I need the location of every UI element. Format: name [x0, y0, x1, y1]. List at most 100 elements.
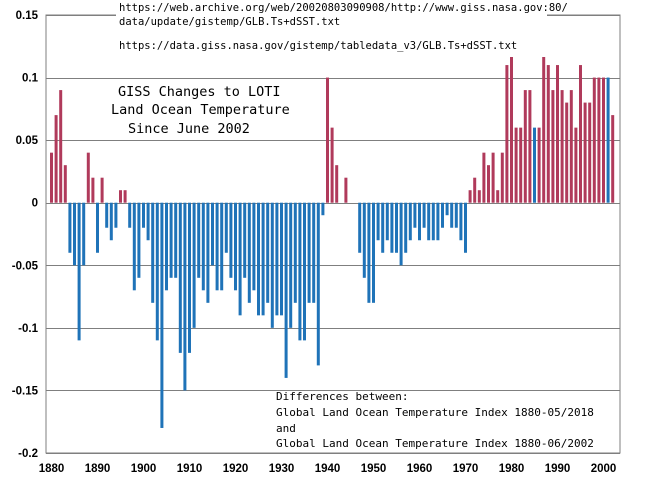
bar-1894	[114, 202, 118, 228]
bar-1994	[574, 127, 578, 203]
bar-1931	[284, 202, 288, 378]
bar-1976	[491, 152, 495, 203]
bar-1975	[487, 165, 490, 203]
note-line-1: Differences between:	[276, 390, 408, 403]
bar-1932	[289, 202, 293, 328]
x-tick-label-3: 1910	[177, 463, 203, 475]
bar-1912	[197, 202, 201, 278]
bar-1953	[385, 202, 389, 241]
bar-1959	[413, 202, 417, 228]
bar-1925	[257, 202, 260, 316]
source-url-2: data/update/gistemp/GLB.Ts+dSST.txt	[119, 16, 340, 28]
bar-1920	[234, 202, 237, 291]
bar-1929	[275, 202, 279, 316]
bar-1989	[551, 90, 555, 203]
note-line-4: Global Land Ocean Temperature Index 1880…	[276, 437, 594, 450]
bar-1996	[583, 102, 587, 203]
bar-1968	[454, 202, 458, 228]
x-tick-label-10: 1980	[499, 463, 525, 475]
bar-1980	[510, 52, 513, 203]
bar-1986	[537, 127, 541, 203]
bar-1905	[165, 202, 168, 291]
bar-1893	[109, 202, 113, 241]
bar-1964	[436, 202, 440, 241]
bar-1993	[569, 90, 573, 203]
bar-1923	[247, 202, 251, 303]
bar-1944	[344, 177, 348, 203]
x-tick-labels: 1880 1890 1900 1910 1920 1930 1940 1950 1960 1970…	[39, 463, 617, 475]
chart-title-line-3: Since June 2002	[128, 121, 250, 137]
bar-1949	[367, 202, 371, 303]
bar-1950	[372, 202, 375, 303]
bar-1978	[500, 152, 504, 203]
bar-1991	[560, 90, 564, 203]
bar-1955	[395, 202, 398, 253]
bar-1942	[335, 165, 339, 203]
bar-1914	[206, 202, 210, 303]
bar-1889	[91, 177, 95, 203]
bar-1915	[211, 202, 214, 266]
x-tick-label-8: 1960	[407, 463, 433, 475]
bar-1939	[321, 202, 325, 216]
source-url-3: https://data.giss.nasa.gov/gistemp/table…	[119, 40, 517, 52]
chart-title-line-1: GISS Changes to LOTI	[118, 84, 281, 100]
bar-1962	[427, 202, 431, 241]
bar-1999	[597, 77, 601, 203]
bar-1921	[238, 202, 242, 316]
bar-1936	[307, 202, 311, 303]
y-tick-label-7: -0.2	[18, 448, 38, 460]
source-url-1: https://web.archive.org/web/200208030909…	[119, 2, 568, 14]
bar-1947	[358, 202, 362, 253]
bar-1961	[422, 202, 426, 228]
x-tick-label-6: 1940	[315, 463, 341, 475]
bar-1890	[96, 202, 99, 253]
bar-2000	[602, 77, 605, 203]
bar-1930	[280, 202, 283, 316]
bar-1969	[459, 202, 463, 241]
x-tick-label-2: 1900	[131, 463, 157, 475]
bar-1917	[220, 202, 224, 291]
y-tick-label-6: -0.15	[12, 385, 39, 397]
bar-1903	[155, 202, 159, 341]
bar-1958	[408, 202, 412, 241]
bar-1979	[505, 65, 509, 203]
note-line-2: Global Land Ocean Temperature Index 1880…	[276, 406, 594, 419]
bar-1966	[445, 202, 449, 216]
bar-1940	[326, 77, 329, 203]
y-tick-label-0: 0.15	[16, 10, 39, 22]
bar-2002	[611, 115, 615, 203]
bar-1883	[63, 165, 67, 203]
x-tick-label-0: 1880	[39, 463, 65, 475]
y-tick-label-2: 0.05	[16, 135, 39, 147]
y-tick-label-1: 0.1	[22, 73, 39, 85]
bar-1957	[404, 202, 408, 253]
y-tick-labels: 0.15 0.1 0.05 0 -0.05 -0.1 -0.15 -0.2	[12, 10, 39, 460]
x-tick-label-1: 1890	[85, 463, 111, 475]
x-tick-label-11: 1990	[545, 463, 571, 475]
bar-1971	[468, 190, 472, 203]
bar-1960	[418, 202, 421, 241]
bar-1967	[450, 202, 454, 228]
bar-1948	[362, 202, 366, 278]
bar-1951	[376, 202, 380, 241]
bar-1988	[546, 65, 550, 203]
bar-1956	[399, 202, 403, 266]
bar-1900	[142, 202, 145, 228]
bar-1928	[270, 202, 274, 328]
bar-1881	[54, 115, 58, 203]
note-line-3: and	[276, 422, 296, 435]
bar-1937	[312, 202, 316, 303]
bar-1922	[243, 202, 247, 278]
x-tick-label-12: 2000	[591, 463, 617, 475]
bar-1896	[123, 190, 127, 203]
bar-1901	[146, 202, 150, 241]
y-tick-label-5: -0.1	[18, 323, 38, 335]
bar-1992	[565, 102, 569, 203]
bar-1909	[183, 202, 187, 391]
bar-1983	[523, 90, 527, 203]
bar-1892	[105, 202, 109, 228]
bar-1924	[252, 202, 256, 291]
bar-1987	[542, 52, 546, 203]
y-tick-label-3: 0	[32, 198, 38, 210]
